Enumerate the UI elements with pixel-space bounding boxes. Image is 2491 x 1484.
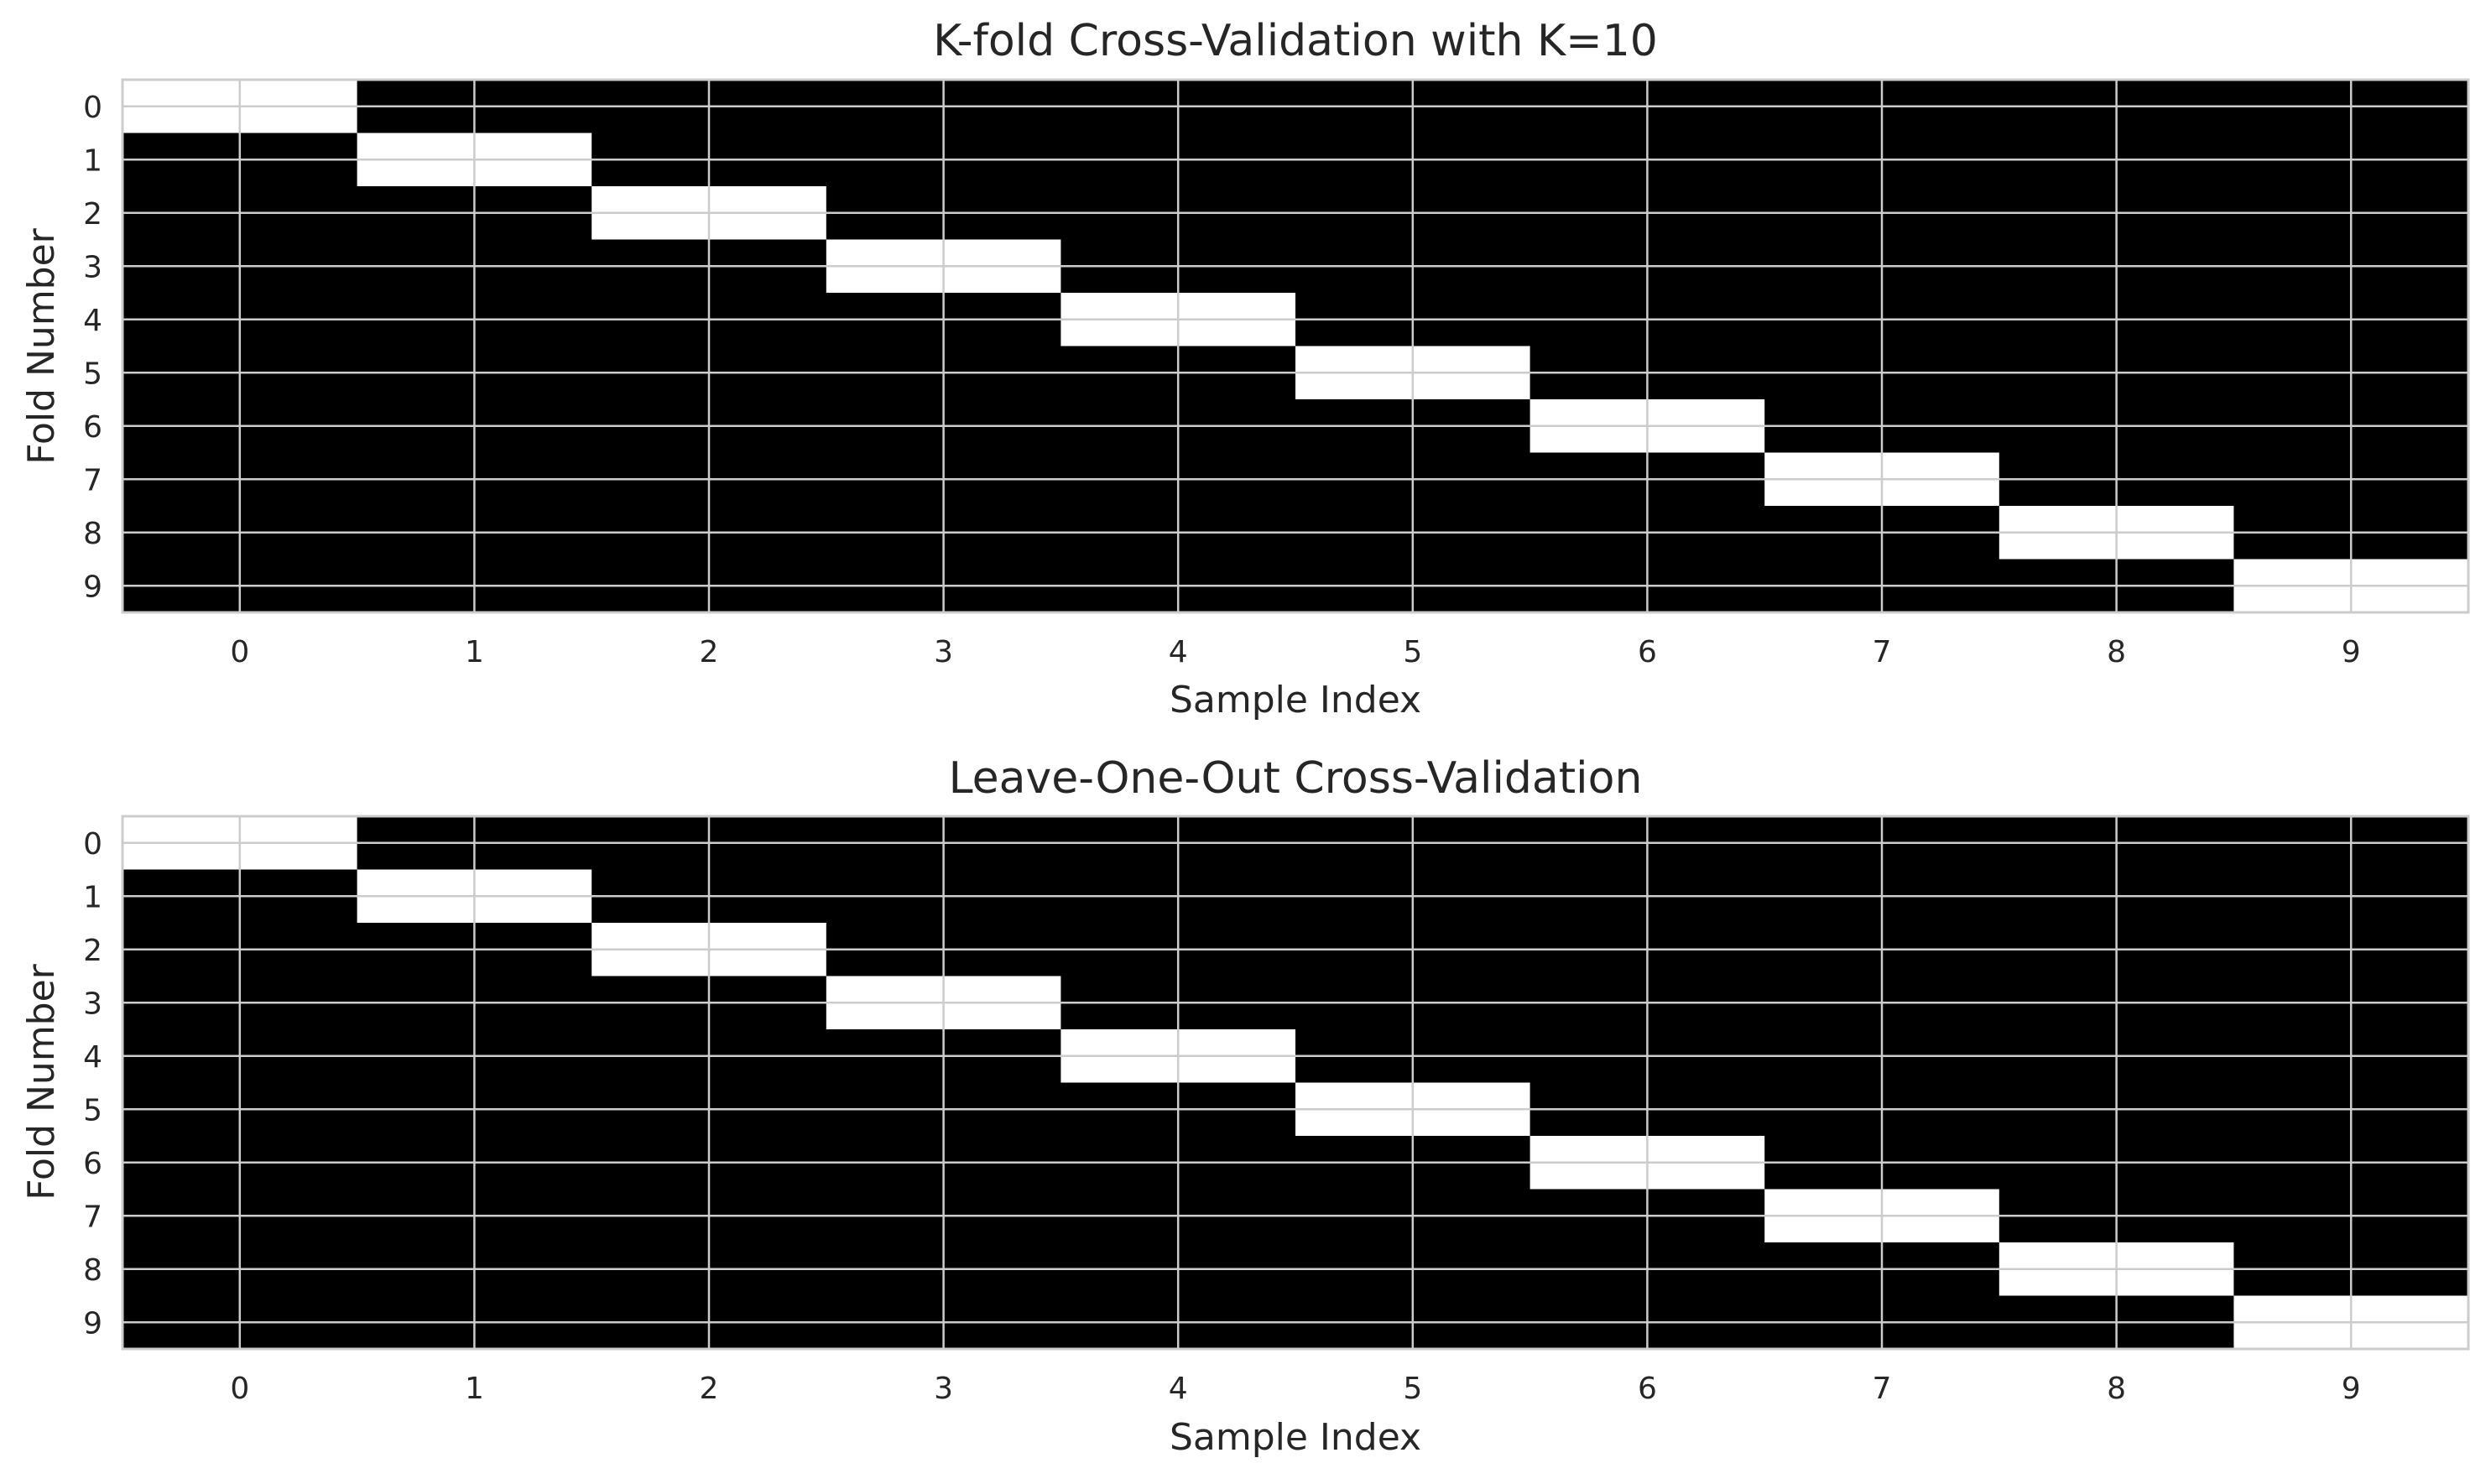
loo-y-tick-label: 6 (83, 1147, 102, 1181)
loo-y-axis-label: Fold Number (20, 963, 63, 1200)
kfold-y-tick-label: 2 (83, 197, 102, 232)
loo-x-tick-label: 0 (230, 1372, 249, 1406)
loo-x-tick-label: 3 (934, 1372, 953, 1406)
kfold-y-tick-label: 6 (83, 410, 102, 445)
kfold-x-tick-label: 0 (230, 635, 249, 669)
kfold-x-tick-label: 6 (1638, 635, 1657, 669)
loo-x-tick-label: 2 (700, 1372, 719, 1406)
kfold-y-tick-label: 7 (83, 463, 102, 497)
loo-x-tick-label: 4 (1169, 1372, 1188, 1406)
kfold-x-axis-label: Sample Index (1170, 679, 1421, 721)
loo-x-tick-label: 7 (1873, 1372, 1892, 1406)
kfold-x-ticks: 0 1 2 3 4 5 6 7 8 9 (230, 635, 2360, 669)
kfold-x-tick-label: 5 (1403, 635, 1422, 669)
loo-panel: Leave-One-Out Cross-Validation 0 1 2 3 4 5 6 7 8… (20, 753, 2470, 1459)
loo-y-tick-label: 3 (83, 987, 102, 1021)
kfold-y-tick-label: 5 (83, 357, 102, 391)
loo-y-tick-label: 4 (83, 1040, 102, 1075)
kfold-y-tick-label: 8 (83, 517, 102, 551)
kfold-grid (122, 80, 2468, 612)
loo-y-tick-label: 8 (83, 1253, 102, 1288)
loo-plot-frame (121, 815, 2470, 1351)
kfold-x-tick-label: 9 (2342, 635, 2361, 669)
kfold-x-tick-label: 4 (1169, 635, 1188, 669)
loo-x-ticks: 0 1 2 3 4 5 6 7 8 9 (230, 1372, 2360, 1406)
loo-y-tick-label: 0 (83, 827, 102, 862)
loo-x-tick-label: 6 (1638, 1372, 1657, 1406)
loo-title: Leave-One-Out Cross-Validation (949, 753, 1643, 804)
loo-y-tick-label: 9 (83, 1306, 102, 1341)
kfold-x-tick-label: 8 (2107, 635, 2126, 669)
loo-y-tick-label: 7 (83, 1200, 102, 1234)
loo-y-tick-label: 1 (83, 880, 102, 914)
kfold-title: K-fold Cross-Validation with K=10 (933, 16, 1658, 66)
kfold-x-tick-label: 3 (934, 635, 953, 669)
kfold-y-axis-label: Fold Number (20, 227, 63, 464)
kfold-x-tick-label: 1 (465, 635, 484, 669)
kfold-y-tick-label: 4 (83, 304, 102, 338)
kfold-y-ticks: 0 1 2 3 4 5 6 7 8 9 (83, 91, 102, 605)
kfold-panel: K-fold Cross-Validation with K=10 0 1 2 3 4 5… (20, 16, 2470, 721)
loo-y-ticks: 0 1 2 3 4 5 6 7 8 9 (83, 827, 102, 1341)
kfold-y-tick-label: 3 (83, 250, 102, 284)
loo-x-tick-label: 1 (465, 1372, 484, 1406)
kfold-plot-frame (121, 78, 2470, 614)
loo-x-tick-label: 5 (1403, 1372, 1422, 1406)
kfold-y-tick-label: 9 (83, 570, 102, 604)
kfold-y-tick-label: 1 (83, 143, 102, 178)
loo-x-axis-label: Sample Index (1170, 1416, 1421, 1459)
kfold-y-tick-label: 0 (83, 91, 102, 125)
loo-grid (122, 816, 2468, 1349)
loo-x-tick-label: 8 (2107, 1372, 2126, 1406)
kfold-x-tick-label: 2 (700, 635, 719, 669)
loo-y-tick-label: 5 (83, 1093, 102, 1127)
kfold-x-tick-label: 7 (1873, 635, 1892, 669)
loo-x-tick-label: 9 (2342, 1372, 2361, 1406)
loo-y-tick-label: 2 (83, 934, 102, 968)
